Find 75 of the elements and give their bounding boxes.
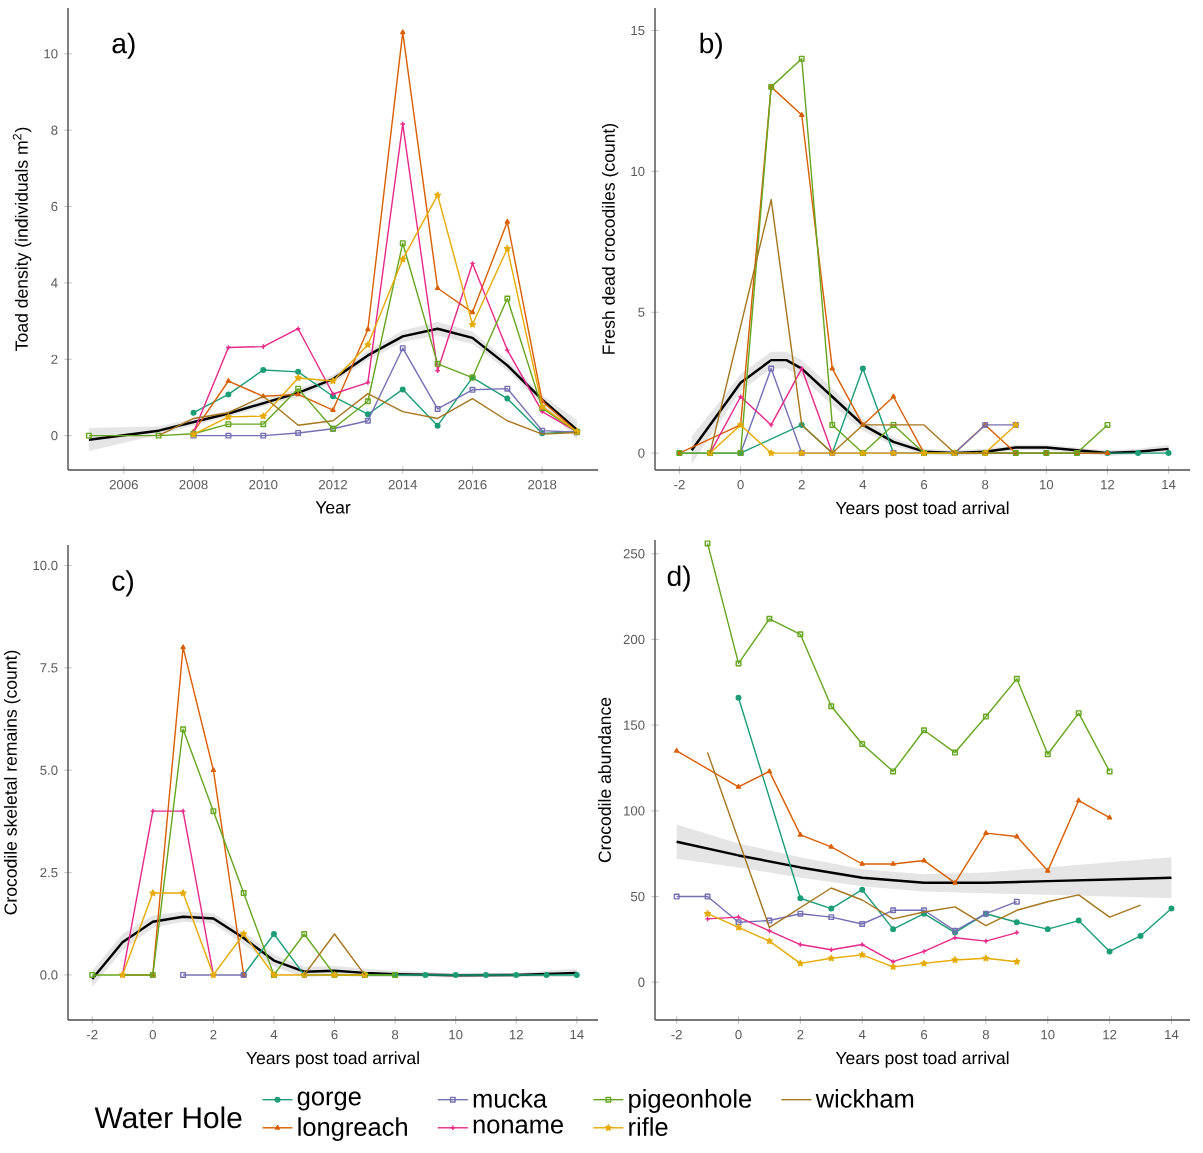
text: b) — [700, 32, 722, 59]
x-axis-title: Years post toad arrival — [246, 1051, 419, 1068]
y-tick-label: 2.5 — [40, 867, 58, 878]
x-axis-title: Years post toad arrival — [835, 1051, 1009, 1068]
legend-label: noname — [473, 1119, 563, 1134]
x-tick-label: 0 — [735, 1029, 742, 1040]
x-tick-label: 4 — [859, 479, 867, 490]
legend-label: gorge — [297, 1091, 361, 1111]
y-tick-label: 5 — [638, 307, 645, 317]
x-tick-label: 6 — [921, 1029, 928, 1040]
x-tick-label: 6 — [331, 1029, 338, 1040]
y-tick-label: 150 — [624, 720, 645, 730]
y-tick-label: 50 — [630, 891, 645, 902]
x-tick-label: -2 — [674, 479, 685, 490]
y-axis-title: Fresh dead crocodiles (count) — [601, 123, 619, 354]
x-tick-label: 14 — [1162, 479, 1176, 490]
legend-label: rifle — [629, 1117, 668, 1136]
x-tick-label: 12 — [1101, 479, 1115, 490]
legend-title: Water Hole — [94, 1106, 242, 1129]
y-axis-title: Crocodile skeletal remains (count) — [3, 650, 21, 915]
x-tick-label: 2 — [210, 1029, 217, 1040]
y-tick-label: 7.5 — [40, 663, 58, 673]
x-tick-label: 10 — [1039, 479, 1054, 490]
y-tick-label: 200 — [623, 634, 645, 645]
x-tick-label: 0 — [149, 1029, 156, 1040]
y-axis-title: Toad density (individuals m$^{2}$) — [12, 127, 32, 351]
y-tick-label: 0 — [51, 430, 58, 441]
y-tick-label: 4 — [51, 278, 58, 288]
y-tick-label: 10 — [631, 166, 645, 177]
text: a) — [112, 32, 135, 59]
x-tick-label: 12 — [509, 1029, 523, 1040]
y-tick-label: 250 — [623, 549, 645, 559]
x-tick-label: 10 — [449, 1029, 463, 1040]
y-tick-label: 8 — [51, 125, 58, 135]
x-tick-label: 10 — [1041, 1029, 1055, 1040]
x-axis-title: Years post toad arrival — [835, 501, 1009, 518]
y-tick-label: 10.0 — [33, 560, 58, 571]
x-tick-label: 12 — [1103, 1029, 1117, 1040]
y-tick-label: 0 — [638, 977, 645, 987]
text: d) — [667, 565, 690, 592]
x-tick-label: 2010 — [249, 479, 278, 490]
x-tick-label: -2 — [86, 1029, 98, 1040]
y-tick-label: 0.0 — [40, 970, 58, 980]
y-tick-label: 100 — [624, 806, 645, 816]
y-axis-title: Crocodile abundance — [598, 697, 611, 863]
x-tick-label: 2012 — [319, 479, 347, 490]
x-tick-label: 2006 — [109, 479, 138, 490]
x-tick-label: 2 — [798, 479, 805, 490]
x-tick-label: -2 — [671, 1029, 682, 1040]
legend-label: wickham — [815, 1089, 914, 1108]
legend-label: pigeonhole — [629, 1089, 752, 1113]
x-tick-label: 14 — [1165, 1029, 1179, 1040]
x-tick-label: 4 — [270, 1029, 278, 1040]
x-tick-label: 2014 — [388, 479, 418, 490]
text: c) — [112, 570, 133, 597]
x-tick-label: 8 — [392, 1029, 399, 1040]
x-tick-label: 2 — [797, 1029, 804, 1040]
x-tick-label: 2016 — [458, 479, 487, 490]
x-tick-label: 8 — [982, 479, 989, 490]
x-tick-label: 2018 — [528, 479, 557, 490]
y-tick-label: 6 — [51, 201, 58, 212]
legend-label: longreach — [298, 1117, 407, 1141]
y-tick-label: 5.0 — [40, 765, 58, 775]
x-tick-label: 14 — [570, 1029, 584, 1040]
y-tick-label: 10 — [44, 49, 58, 59]
legend-label: mucka — [473, 1089, 548, 1108]
x-tick-label: 4 — [858, 1029, 866, 1040]
x-tick-label: 2008 — [179, 479, 208, 490]
x-axis-title: Year — [315, 501, 351, 514]
x-tick-label: 0 — [737, 479, 744, 490]
y-tick-label: 0 — [638, 448, 645, 458]
x-tick-label: 8 — [982, 1029, 989, 1040]
y-tick-label: 2 — [51, 354, 58, 364]
x-tick-label: 6 — [921, 479, 928, 490]
y-tick-label: 15 — [631, 25, 645, 36]
